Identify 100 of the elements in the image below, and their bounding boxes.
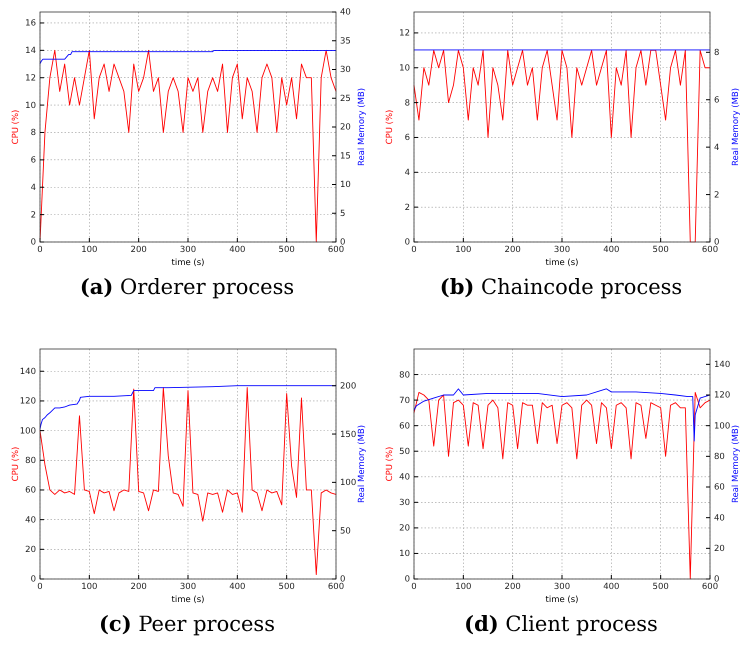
y-tick-label: 8 [30,128,36,138]
y-tick-label: 0 [404,238,410,248]
y-tick-label: 70 [399,396,410,406]
y2-tick-label: 100 [340,478,356,488]
y2-tick-label: 35 [340,36,351,46]
x-tick-label: 100 [455,245,472,256]
x-tick-label: 200 [130,582,147,592]
x-tick-label: 600 [702,245,718,256]
y2-axis-title: Real Memory (MB) [357,424,367,504]
x-axis-title: time (s) [546,258,578,268]
y2-tick-label: 150 [340,430,356,440]
line-series [40,50,336,64]
x-tick-label: 600 [328,582,344,592]
y-tick-label: 20 [399,524,410,534]
text: (d) Client process [464,611,658,636]
y2-tick-label: 200 [340,381,356,392]
x-tick-label: 400 [603,245,620,256]
y-tick-label: 2 [404,202,410,213]
y-tick-label: 80 [399,370,410,380]
x-tick-label: 100 [81,245,98,256]
x-tick-label: 200 [504,245,521,256]
y-tick-label: 0 [30,238,36,248]
y2-tick-label: 8 [714,48,720,58]
y-axis-title: CPU (%) [11,446,21,482]
y-tick-label: 0 [404,574,410,585]
y-tick-label: 10 [399,549,410,560]
y2-tick-label: 25 [340,94,351,104]
y-tick-label: 8 [404,98,410,108]
y-tick-label: 4 [404,168,410,178]
x-tick-label: 400 [229,582,246,592]
y-tick-label: 60 [399,421,410,432]
y-tick-label: 80 [25,456,36,466]
y-tick-label: 40 [25,515,36,526]
y-tick-label: 50 [399,446,410,457]
y2-tick-label: 10 [340,180,351,190]
x-tick-label: 100 [455,582,472,592]
x-tick-label: 0 [37,245,43,256]
x-tick-label: 600 [702,582,718,592]
x-axis-title: time (s) [546,595,578,605]
text: (b) Chaincode process [440,274,682,299]
y2-tick-label: 140 [714,360,730,370]
y2-axis-title: Real Memory (MB) [731,424,741,504]
x-tick-label: 300 [180,245,196,256]
x-tick-label: 300 [554,245,570,256]
y-tick-label: 140 [20,366,36,377]
y-tick-label: 12 [25,73,36,84]
x-tick-label: 300 [554,582,570,592]
line-series [40,387,336,575]
y2-tick-label: 50 [340,526,351,536]
x-tick-label: 200 [130,245,147,256]
x-tick-label: 500 [278,245,295,256]
x-axis-title: time (s) [172,258,204,268]
text: (c) Peer process [99,611,275,636]
y2-tick-label: 6 [714,95,720,106]
y2-tick-label: 40 [340,8,351,18]
y-tick-label: 6 [30,156,36,166]
y-tick-label: 2 [30,210,36,220]
y2-axis-title: Real Memory (MB) [357,88,367,166]
y2-tick-label: 5 [340,208,346,219]
y2-tick-label: 60 [714,482,725,493]
x-tick-label: 400 [229,245,246,256]
y-tick-label: 10 [25,100,36,111]
x-tick-label: 300 [180,582,196,592]
y-tick-label: 60 [25,486,36,496]
y2-tick-label: 40 [714,513,725,524]
y-axis-title: CPU (%) [385,110,395,144]
text: (a) Orderer process [80,274,294,299]
y2-tick-label: 4 [714,142,720,153]
x-tick-label: 0 [411,582,417,592]
y-tick-label: 100 [20,426,36,436]
x-tick-label: 500 [652,582,669,592]
y-tick-label: 0 [30,574,36,585]
y-tick-label: 10 [399,63,410,74]
y2-tick-label: 80 [714,452,725,462]
x-tick-label: 500 [652,245,669,256]
x-tick-label: 0 [37,582,43,592]
y-tick-label: 14 [25,46,36,56]
y-tick-label: 40 [399,472,410,482]
y-tick-label: 20 [25,545,36,556]
x-tick-label: 200 [504,582,521,592]
y-tick-label: 12 [399,28,410,39]
y2-tick-label: 120 [714,390,730,401]
line-series [414,388,710,442]
x-tick-label: 400 [603,582,620,592]
y2-tick-label: 15 [340,151,351,162]
y-tick-label: 120 [20,396,36,407]
y-tick-label: 4 [30,182,36,193]
y2-tick-label: 30 [340,65,351,76]
y-tick-label: 16 [25,18,36,29]
y2-tick-label: 20 [340,122,351,133]
x-axis-title: time (s) [172,595,204,605]
y-axis-title: CPU (%) [385,446,395,482]
y2-tick-label: 100 [714,421,730,432]
y2-tick-label: 20 [714,544,725,554]
x-tick-label: 0 [411,245,417,256]
x-tick-label: 600 [328,245,344,256]
x-tick-label: 500 [278,582,295,592]
y-tick-label: 30 [399,498,410,508]
y2-tick-label: 2 [714,190,720,200]
y-tick-label: 6 [404,133,410,144]
